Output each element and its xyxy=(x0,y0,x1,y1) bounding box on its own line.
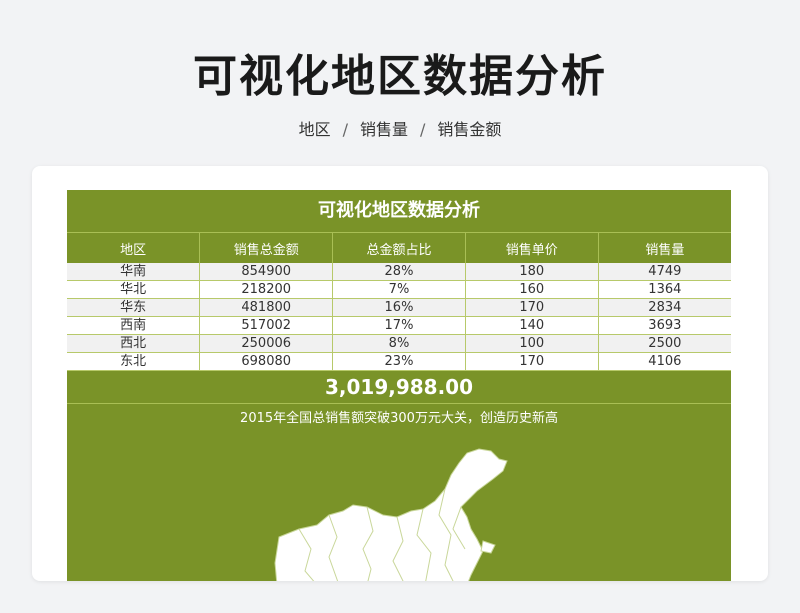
header-unit-price: 销售单价 xyxy=(464,232,599,263)
spreadsheet: 可视化地区数据分析 地区 销售总金额 总金额占比 销售单价 销售量 华南 854… xyxy=(67,190,731,581)
header-region: 地区 xyxy=(67,232,200,263)
table-row: 华南 854900 28% 180 4749 xyxy=(67,263,731,281)
table-cell: 17% xyxy=(332,316,466,335)
table-cell: 4749 xyxy=(597,263,731,281)
breadcrumb: 地区 / 销售量 / 销售金额 xyxy=(0,116,800,140)
header-volume: 销售量 xyxy=(597,232,731,263)
preview-card: 可视化地区数据分析 地区 销售总金额 总金额占比 销售单价 销售量 华南 854… xyxy=(32,166,768,581)
table-cell: 东北 xyxy=(67,352,200,371)
breadcrumb-item-sales-amount[interactable]: 销售金额 xyxy=(437,120,502,139)
page-title: 可视化地区数据分析 xyxy=(193,51,607,102)
table-cell: 160 xyxy=(464,280,599,299)
table-cell: 2834 xyxy=(597,298,731,317)
table-cell: 西北 xyxy=(67,334,200,353)
header-amount-share: 总金额占比 xyxy=(332,232,466,263)
table-cell: 1364 xyxy=(597,280,731,299)
table-cell: 华南 xyxy=(67,263,200,281)
breadcrumb-item-region[interactable]: 地区 xyxy=(298,120,331,139)
table-cell: 170 xyxy=(464,352,599,371)
table-row: 华东 481800 16% 170 2834 xyxy=(67,298,731,317)
table-cell: 8% xyxy=(332,334,466,353)
table-cell: 16% xyxy=(332,298,466,317)
table-cell: 250006 xyxy=(199,334,333,353)
table-cell: 西南 xyxy=(67,316,200,335)
total-amount: 3,019,988.00 xyxy=(67,371,731,404)
table-cell: 170 xyxy=(464,298,599,317)
breadcrumb-separator: / xyxy=(420,120,426,139)
table-row: 西南 517002 17% 140 3693 xyxy=(67,316,731,335)
table-cell: 7% xyxy=(332,280,466,299)
table-cell: 华东 xyxy=(67,298,200,317)
table-cell: 180 xyxy=(464,263,599,281)
table-header-row: 地区 销售总金额 总金额占比 销售单价 销售量 xyxy=(67,232,731,263)
table-cell: 481800 xyxy=(199,298,333,317)
table-row: 华北 218200 7% 160 1364 xyxy=(67,280,731,299)
table-cell: 华北 xyxy=(67,280,200,299)
header-total-amount: 销售总金额 xyxy=(199,232,333,263)
table-cell: 218200 xyxy=(199,280,333,299)
table-row: 东北 698080 23% 170 4106 xyxy=(67,352,731,371)
table-cell: 100 xyxy=(464,334,599,353)
table-cell: 4106 xyxy=(597,352,731,371)
table-row: 西北 250006 8% 100 2500 xyxy=(67,334,731,353)
table-cell: 2500 xyxy=(597,334,731,353)
china-map-icon xyxy=(274,448,508,581)
breadcrumb-item-sales-volume[interactable]: 销售量 xyxy=(359,120,408,139)
table-cell: 3693 xyxy=(597,316,731,335)
sales-caption: 2015年全国总销售额突破300万元大关，创造历史新高 xyxy=(240,411,558,426)
table-cell: 854900 xyxy=(199,263,333,281)
table-cell: 517002 xyxy=(199,316,333,335)
breadcrumb-separator: / xyxy=(342,120,348,139)
sheet-title: 可视化地区数据分析 xyxy=(318,200,480,221)
table-cell: 140 xyxy=(464,316,599,335)
table-cell: 698080 xyxy=(199,352,333,371)
table-cell: 28% xyxy=(332,263,466,281)
sales-table: 地区 销售总金额 总金额占比 销售单价 销售量 华南 854900 28% 18… xyxy=(67,232,731,371)
table-cell: 23% xyxy=(332,352,466,371)
